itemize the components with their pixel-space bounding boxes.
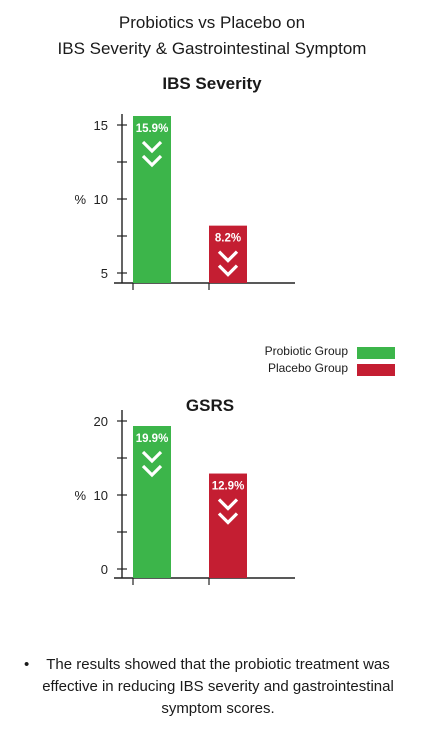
- down-arrow-icon: [217, 264, 239, 277]
- down-arrow-icon: [217, 498, 239, 511]
- legend-label-probiotic: Probiotic Group: [264, 344, 348, 358]
- down-arrow-icon: [217, 512, 239, 525]
- legend-label-placebo: Placebo Group: [267, 361, 348, 375]
- y-tick-label: 10: [94, 192, 108, 207]
- page-title-line1: Probiotics vs Placebo on: [118, 13, 306, 32]
- page-title-line2: IBS Severity & Gastrointestinal Symptom: [57, 39, 367, 58]
- down-arrow-icon: [217, 250, 239, 263]
- y-tick-label: 10: [94, 488, 108, 503]
- down-arrow-icon: [141, 140, 163, 154]
- footnote-text: The results showed that the probiotic tr…: [42, 656, 394, 717]
- y-tick-label: 5: [101, 266, 108, 281]
- y-tick-label: 15: [94, 118, 108, 133]
- y-tick-label: 20: [94, 414, 108, 429]
- bar-value-label: 8.2%: [215, 233, 241, 245]
- y-tick-label: 0: [101, 562, 108, 577]
- bar-value-label: 15.9%: [136, 123, 169, 135]
- down-arrow-icon: [141, 154, 163, 168]
- legend-swatch-placebo: [357, 364, 395, 376]
- footnote-bullet: •: [24, 656, 30, 673]
- y-axis-label: %: [74, 488, 86, 503]
- chart1-title: IBS Severity: [162, 74, 262, 93]
- chart2-title: GSRS: [185, 396, 235, 415]
- ibs-severity-chart: 5 10 15% 15.9% 8.2%: [74, 114, 295, 290]
- footnote: • The results showed that the probiotic …: [24, 654, 404, 720]
- bar-value-label: 19.9%: [136, 433, 169, 445]
- legend-swatch-probiotic: [357, 347, 395, 359]
- bar-probiotic: [133, 116, 171, 283]
- down-arrow-icon: [141, 464, 163, 478]
- gsrs-chart: 0 10 20% 19.9% 12.9%: [74, 410, 295, 585]
- bar-probiotic: [133, 426, 171, 578]
- y-axis-label: %: [74, 192, 86, 207]
- legend: Probiotic Group Placebo Group: [0, 344, 424, 384]
- bar-placebo: [209, 473, 247, 578]
- bar-value-label: 12.9%: [212, 481, 245, 493]
- down-arrow-icon: [141, 450, 163, 464]
